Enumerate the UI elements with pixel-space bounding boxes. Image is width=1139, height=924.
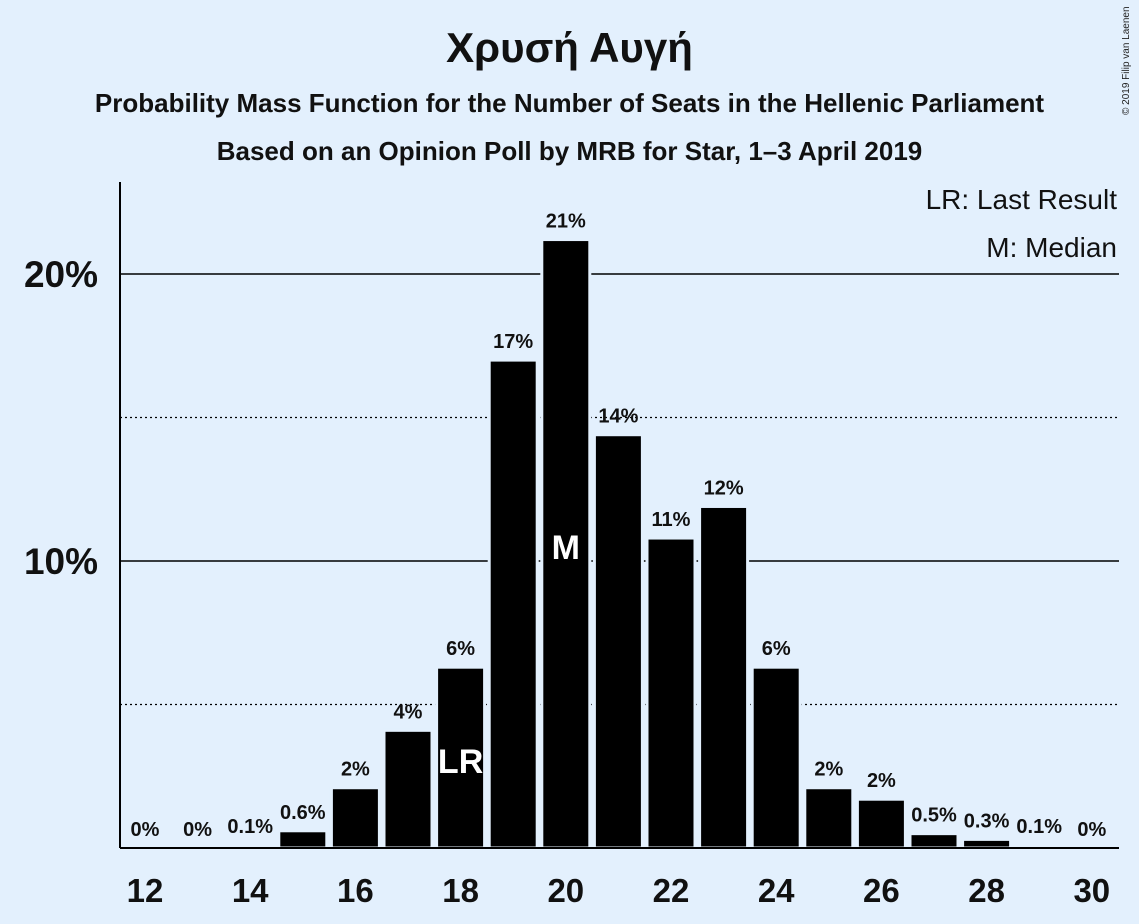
bar-value-label: 0.1% <box>227 816 273 838</box>
chart-subtitle-source: Based on an Opinion Poll by MRB for Star… <box>216 136 923 166</box>
x-tick-label: 22 <box>653 872 690 909</box>
x-tick-label: 16 <box>337 872 374 909</box>
bar-value-label: 0.5% <box>911 805 957 827</box>
bar-value-label: 21% <box>546 211 586 233</box>
bar <box>277 829 329 850</box>
bar-value-label: 0% <box>131 819 160 841</box>
bar <box>803 786 855 850</box>
legend-entry: M: Median <box>986 232 1117 263</box>
bar-value-label: 2% <box>814 759 843 781</box>
bar-annotation: M <box>552 529 580 567</box>
bar <box>961 837 1013 850</box>
bar <box>592 433 644 850</box>
bar-value-label: 11% <box>652 509 691 531</box>
bar-value-label: 0% <box>183 819 212 841</box>
bar <box>382 728 434 850</box>
chart-title: Χρυσή Αυγή <box>446 24 693 71</box>
bar <box>329 786 381 850</box>
legend-entry: LR: Last Result <box>926 184 1118 215</box>
x-tick-label: 12 <box>127 872 164 909</box>
bar <box>645 536 697 850</box>
bar <box>855 797 907 850</box>
x-tick-label: 20 <box>547 872 584 909</box>
bar-value-label: 14% <box>598 406 638 428</box>
x-tick-label: 18 <box>442 872 479 909</box>
y-tick-label: 10% <box>24 541 98 582</box>
bar <box>908 832 960 850</box>
bar-value-label: 2% <box>867 770 896 792</box>
bar-value-label: 0.1% <box>1016 816 1062 838</box>
bar-value-label: 0.3% <box>964 810 1010 832</box>
y-tick-label: 20% <box>24 254 98 295</box>
x-tick-label: 26 <box>863 872 900 909</box>
bar-value-label: 4% <box>394 701 423 723</box>
bar <box>750 665 802 850</box>
bar-value-label: 6% <box>446 638 475 660</box>
bar-annotation: LR <box>438 743 483 781</box>
chart-subtitle: Probability Mass Function for the Number… <box>94 88 1045 118</box>
bar <box>487 358 539 850</box>
bar-value-label: 6% <box>762 638 791 660</box>
bar <box>698 504 750 850</box>
bar-value-label: 0% <box>1077 819 1106 841</box>
bar-value-label: 0.6% <box>280 802 326 824</box>
x-tick-label: 28 <box>968 872 1005 909</box>
bar-value-label: 12% <box>704 477 744 499</box>
x-tick-label: 30 <box>1073 872 1110 909</box>
bar-value-label: 17% <box>493 331 533 353</box>
x-tick-label: 24 <box>758 872 795 909</box>
x-tick-label: 14 <box>232 872 269 909</box>
bar-value-label: 2% <box>341 759 370 781</box>
